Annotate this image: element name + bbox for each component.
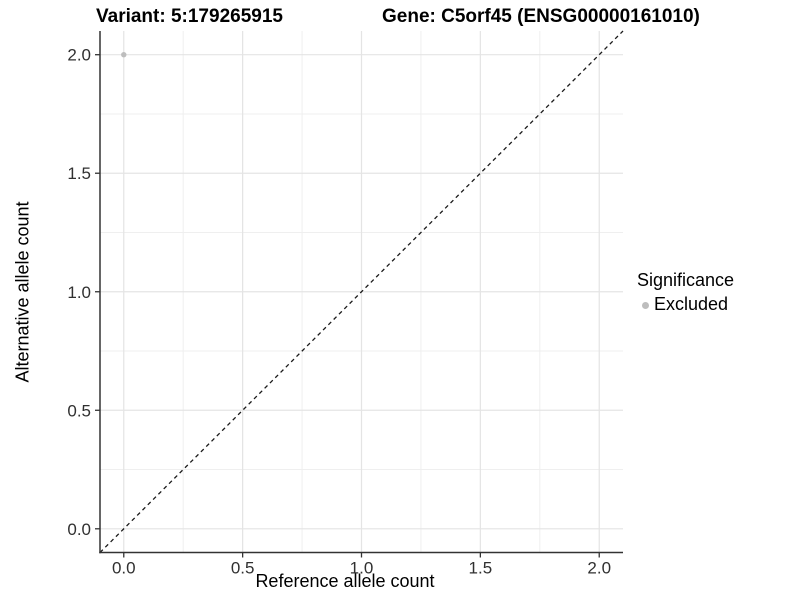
legend-item-excluded: Excluded [637, 294, 734, 315]
legend-point-icon [642, 302, 649, 309]
legend: Significance Excluded [637, 270, 734, 315]
x-tick-label: 1.0 [350, 559, 374, 578]
data-point [121, 52, 127, 58]
plot-title-variant: Variant: 5:179265915 [96, 6, 283, 27]
identity-dashed-line [99, 30, 624, 553]
x-tick-label: 1.5 [469, 559, 493, 578]
x-tick-label: 0.0 [112, 559, 136, 578]
x-tick-label: 2.0 [587, 559, 611, 578]
x-axis-title: Reference allele count [255, 571, 435, 591]
y-tick-label: 1.0 [67, 283, 91, 302]
y-tick-label: 2.0 [67, 46, 91, 65]
plot-title-gene: Gene: C5orf45 (ENSG00000161010) [382, 6, 700, 27]
legend-title: Significance [637, 270, 735, 290]
legend-item-label: Excluded [654, 294, 729, 314]
x-tick-label: 0.5 [231, 559, 255, 578]
y-tick-label: 0.5 [67, 401, 91, 420]
y-tick-label: 1.5 [67, 164, 91, 183]
y-axis-title: Alternative allele count [12, 201, 33, 383]
y-tick-label: 0.0 [67, 520, 91, 539]
